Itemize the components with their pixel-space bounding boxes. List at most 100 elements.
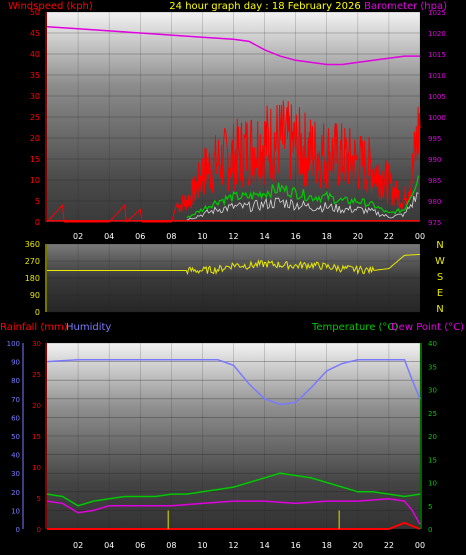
time-tick-label: 14 xyxy=(259,541,269,550)
windspeed-axis-title: Windspeed (kph) xyxy=(8,1,93,12)
temperature-tick-label: 35 xyxy=(428,363,437,371)
time-tick-label: 16 xyxy=(291,232,301,241)
barometer-tick-label: 985 xyxy=(428,177,441,185)
time-tick-label: 08 xyxy=(166,541,176,550)
rainfall-tick-label: 0 xyxy=(37,526,41,534)
humidity-tick-label: 90 xyxy=(11,359,20,367)
barometer-tick-label: 975 xyxy=(428,219,441,227)
windspeed-tick-label: 15 xyxy=(30,155,40,164)
temperature-tick-label: 5 xyxy=(428,503,432,511)
rainfall-series xyxy=(47,521,421,530)
windspeed-tick-label: 20 xyxy=(30,134,40,143)
temperature-tick-label: 10 xyxy=(428,480,437,488)
barometer-tick-label: 990 xyxy=(428,156,441,164)
humidity-tick-label: 50 xyxy=(11,433,20,441)
wind-lull-series xyxy=(186,192,419,221)
time-tick-label: 10 xyxy=(197,541,207,550)
humidity-tick-label: 40 xyxy=(11,452,20,460)
time-tick-label: 06 xyxy=(135,541,145,550)
windspeed-tick-label: 10 xyxy=(30,176,40,185)
windspeed-tick-label: 0 xyxy=(35,218,40,227)
temperature-tick-label: 40 xyxy=(428,340,437,348)
time-tick-label: 02 xyxy=(73,232,83,241)
windspeed-series xyxy=(46,100,421,223)
windspeed-tick-label: 35 xyxy=(30,71,40,80)
direction-tick-label: 90 xyxy=(30,291,40,300)
temperature-tick-label: 15 xyxy=(428,456,437,464)
compass-label: N xyxy=(436,240,443,251)
humidity-tick-label: 0 xyxy=(16,526,20,534)
barometer-tick-label: 1000 xyxy=(428,114,446,122)
barometer-axis-title: Barometer (hpa) xyxy=(364,1,447,12)
humidity-tick-label: 80 xyxy=(11,377,20,385)
humidity-tick-label: 60 xyxy=(11,414,20,422)
time-tick-label: 00 xyxy=(415,541,425,550)
time-tick-label: 04 xyxy=(104,232,114,241)
time-tick-label: 22 xyxy=(384,541,394,550)
humidity-tick-label: 10 xyxy=(11,507,20,515)
barometer-tick-label: 1020 xyxy=(428,30,446,38)
dewpoint-series xyxy=(46,498,421,525)
time-tick-label: 20 xyxy=(353,232,363,241)
direction-tick-label: 360 xyxy=(25,240,40,249)
time-tick-label: 04 xyxy=(104,541,114,550)
chart-title: 24 hour graph day : 18 February 2026 xyxy=(169,1,360,12)
rainfall-tick-label: 5 xyxy=(37,495,41,503)
time-tick-label: 08 xyxy=(166,232,176,241)
barometer-tick-label: 1025 xyxy=(428,9,446,17)
time-tick-label: 14 xyxy=(259,232,269,241)
temperature-tick-label: 25 xyxy=(428,410,437,418)
compass-label: S xyxy=(437,272,443,283)
humidity-tick-label: 20 xyxy=(11,489,20,497)
humidity-tick-label: 30 xyxy=(11,470,20,478)
windspeed-tick-label: 5 xyxy=(35,197,40,206)
time-tick-label: 22 xyxy=(384,232,394,241)
temperature-tick-label: 0 xyxy=(428,526,432,534)
windspeed-tick-label: 45 xyxy=(30,29,40,38)
time-tick-label: 00 xyxy=(415,232,425,241)
compass-label: N xyxy=(436,304,443,315)
rainfall-tick-label: 10 xyxy=(32,464,41,472)
temperature-tick-label: 20 xyxy=(428,433,437,441)
barometer-tick-label: 980 xyxy=(428,198,441,206)
direction-tick-label: 180 xyxy=(25,274,40,283)
temperature-series xyxy=(46,472,421,507)
time-tick-label: 12 xyxy=(228,232,238,241)
time-tick-label: 18 xyxy=(322,541,332,550)
time-tick-label: 10 xyxy=(197,232,207,241)
windspeed-tick-label: 40 xyxy=(30,50,40,59)
barometer-tick-label: 1010 xyxy=(428,72,446,80)
direction-series xyxy=(47,253,421,276)
time-tick-label: 18 xyxy=(322,232,332,241)
humidity-series xyxy=(46,358,421,406)
windspeed-tick-label: 50 xyxy=(30,8,40,17)
humidity-axis-title: Humidity xyxy=(66,322,111,333)
rainfall-tick-label: 30 xyxy=(32,340,41,348)
windspeed-tick-label: 25 xyxy=(30,113,40,122)
wind-average-series xyxy=(186,175,420,219)
time-tick-label: 12 xyxy=(228,541,238,550)
direction-tick-label: 270 xyxy=(25,257,40,266)
time-tick-label: 16 xyxy=(291,541,301,550)
compass-label: W xyxy=(435,256,445,267)
humidity-tick-label: 100 xyxy=(7,340,20,348)
rainfall-tick-label: 20 xyxy=(32,402,41,410)
humidity-tick-label: 70 xyxy=(11,396,20,404)
windspeed-tick-label: 30 xyxy=(30,92,40,101)
barometer-tick-label: 1015 xyxy=(428,51,446,59)
temperature-axis-title: Temperature (°C) xyxy=(311,322,398,333)
barometer-tick-label: 995 xyxy=(428,135,441,143)
compass-label: E xyxy=(437,288,443,299)
time-tick-label: 02 xyxy=(73,541,83,550)
temperature-tick-label: 30 xyxy=(428,387,437,395)
direction-tick-label: 0 xyxy=(35,308,40,317)
dewpoint-axis-title: Dew Point (°C) xyxy=(391,322,464,333)
rainfall-tick-label: 25 xyxy=(32,371,41,379)
time-tick-label: 06 xyxy=(135,232,145,241)
barometer-tick-label: 1005 xyxy=(428,93,446,101)
rainfall-tick-label: 15 xyxy=(32,433,41,441)
barometer-series xyxy=(46,25,420,66)
rainfall-axis-title: Rainfall (mm) xyxy=(0,322,68,333)
